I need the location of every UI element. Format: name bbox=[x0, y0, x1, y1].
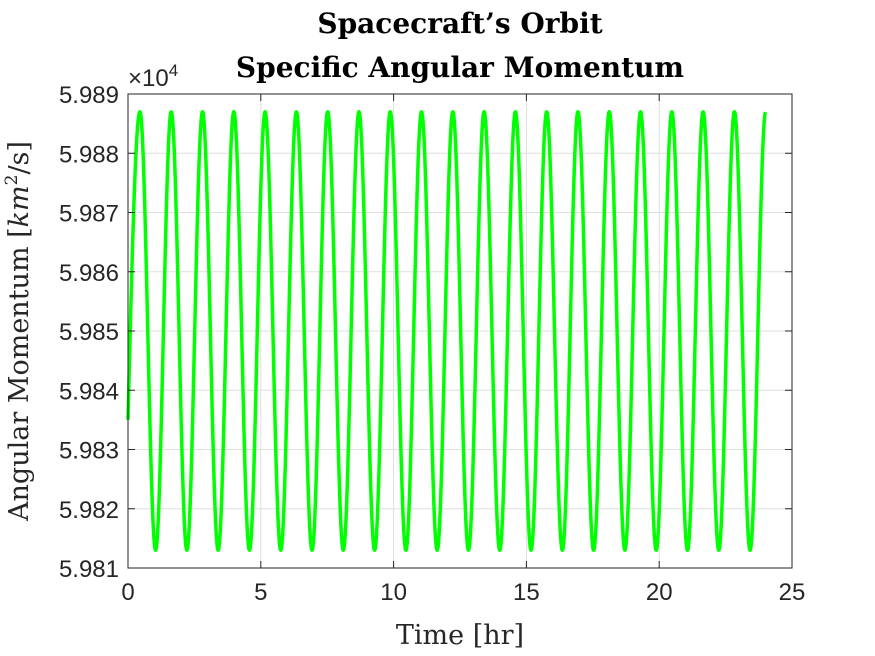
y-tick-label: 5.983 bbox=[59, 438, 119, 465]
y-tick-label: 5.987 bbox=[59, 201, 119, 228]
x-tick-label: 10 bbox=[380, 579, 407, 606]
chart-title-line1: Spacecraft’s Orbit bbox=[317, 7, 602, 40]
y-tick-label: 5.984 bbox=[59, 378, 119, 405]
chart-title-line2: Specific Angular Momentum bbox=[236, 51, 684, 84]
y-axis-exponent: ×104 bbox=[128, 61, 178, 92]
x-tick-label: 5 bbox=[254, 579, 267, 606]
y-tick-label: 5.981 bbox=[59, 556, 119, 583]
x-axis-ticks: 0 5 10 15 20 25 bbox=[121, 94, 805, 606]
series-line-angular-momentum bbox=[126, 110, 768, 552]
y-tick-label: 5.982 bbox=[59, 497, 119, 524]
y-axis-label: Angular Momentum [km2/s] bbox=[2, 141, 35, 522]
x-tick-label: 15 bbox=[513, 579, 540, 606]
series-layer bbox=[126, 110, 768, 552]
y-tick-label: 5.989 bbox=[59, 82, 119, 109]
y-axis-ticks: 5.981 5.982 5.983 5.984 5.985 5.986 5.987 5.988… bbox=[59, 82, 792, 583]
x-tick-label: 20 bbox=[646, 579, 673, 606]
x-tick-label: 25 bbox=[779, 579, 806, 606]
y-tick-label: 5.986 bbox=[59, 260, 119, 287]
x-axis-label: Time [hr] bbox=[396, 620, 524, 651]
y-tick-label: 5.985 bbox=[59, 319, 119, 346]
y-tick-label: 5.988 bbox=[59, 141, 119, 168]
x-tick-label: 0 bbox=[121, 579, 134, 606]
